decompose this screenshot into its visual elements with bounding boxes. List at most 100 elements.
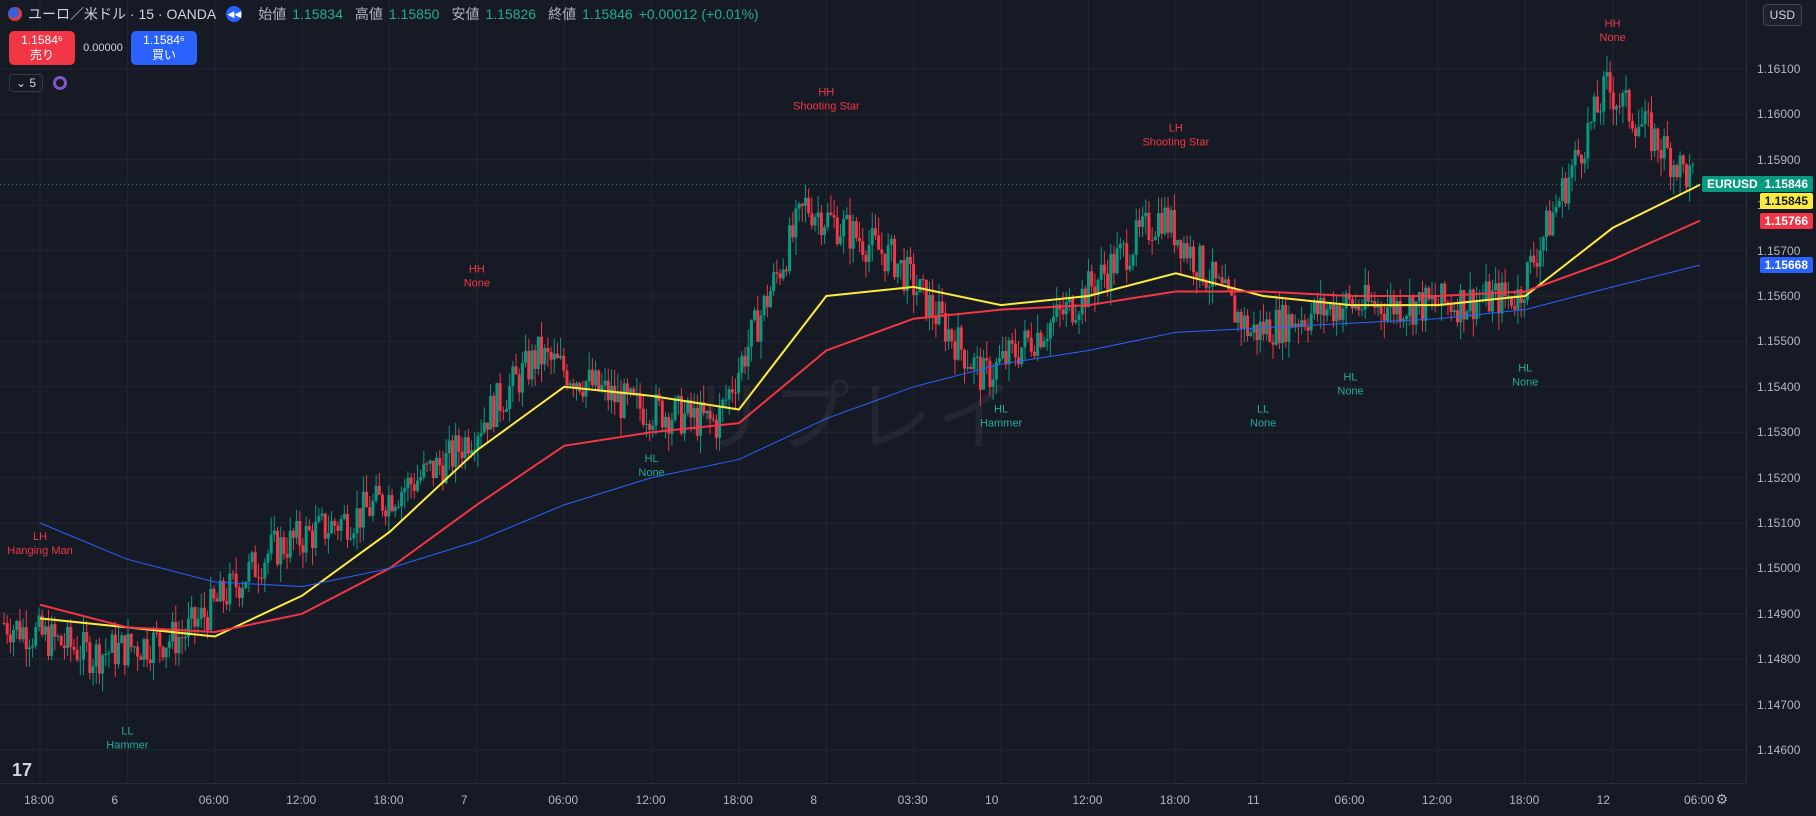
time-tick-label: 06:00 [1684, 793, 1715, 807]
candle-up [1163, 207, 1167, 234]
candle-up [422, 463, 426, 478]
candle-down [1137, 220, 1141, 227]
candle-up [838, 236, 842, 244]
candle-down [1649, 112, 1653, 152]
indicator-status-icon[interactable] [53, 76, 68, 90]
candle-up [177, 637, 181, 654]
candle-up [317, 515, 321, 522]
candle-up [886, 244, 890, 272]
candle-up [947, 329, 951, 342]
candle-down [743, 355, 747, 367]
candle-down [921, 279, 925, 281]
candle-up [705, 410, 709, 414]
candle-down [791, 225, 795, 238]
candle-down [1083, 288, 1087, 308]
candle-down [533, 350, 537, 369]
candle-up [1586, 123, 1590, 159]
candle-up [1335, 305, 1339, 322]
candle-up [670, 419, 674, 434]
candle-down [1382, 313, 1386, 321]
swing-label-type: LH [33, 531, 47, 543]
eur-usd-flag-icon [8, 7, 22, 21]
time-axis[interactable]: ⚙ 18:00 6 06:00 12:00 18:00 7 06:00 12:00 18:00 8… [0, 783, 1746, 816]
candle-down [193, 607, 197, 627]
sell-button[interactable]: 1.1584⁶ 売り [9, 31, 75, 65]
time-tick-label: 11 [1247, 793, 1260, 807]
candle-up [1363, 284, 1367, 310]
candle-up [1341, 308, 1345, 320]
sell-price: 1.1584⁶ [21, 33, 63, 47]
candle-up [387, 495, 391, 517]
gear-icon[interactable]: ⚙ [1715, 791, 1728, 807]
candle-up [603, 380, 607, 386]
candle-down [1665, 136, 1669, 149]
candle-up [12, 629, 16, 643]
candle-up [101, 655, 105, 674]
candle-down [466, 437, 470, 454]
candle-up [1614, 106, 1618, 110]
candle-down [778, 273, 782, 279]
candle-up [1637, 126, 1641, 137]
candle-up [190, 607, 194, 619]
time-tick-label: 12:00 [1072, 793, 1103, 807]
chart-canvas[interactable]: LH Hanging Man LL Hammer HH None HL None HH Shoot… [0, 0, 1746, 783]
price-axis[interactable]: 1.161001.160001.159001.158001.157001.156… [1746, 0, 1816, 783]
candle-up [1691, 164, 1695, 166]
candle-down [97, 644, 101, 674]
indicator-collapse-button[interactable]: ⌄ 5 [9, 74, 44, 92]
high-value: 1.15850 [388, 6, 440, 22]
candle-up [1077, 314, 1081, 321]
ma-red-tag: 1.15766 [1759, 212, 1813, 229]
candle-down [161, 646, 165, 658]
candle-down [1172, 209, 1176, 246]
candle-down [858, 238, 862, 242]
candle-down [1487, 281, 1491, 312]
chevron-down-icon: ⌄ [16, 76, 27, 90]
candle-up [1312, 300, 1316, 314]
candle-up [339, 518, 343, 531]
candle-up [1281, 305, 1285, 344]
candle-down [734, 392, 738, 394]
candle-up [489, 395, 493, 430]
currency-button[interactable]: USD [1762, 4, 1802, 26]
candle-down [1166, 207, 1170, 233]
buy-button[interactable]: 1.1584⁶ 買い [131, 31, 197, 65]
candle-up [1494, 283, 1498, 291]
candle-up [1223, 279, 1227, 284]
price-chart[interactable]: LH Hanging Man LL Hammer HH None HL None HH Shoot… [0, 0, 1746, 783]
candle-down [1532, 255, 1536, 263]
candle-down [883, 253, 887, 272]
candle-down [864, 254, 868, 262]
candle-down [708, 410, 712, 419]
price-tick-label: 1.15100 [1757, 516, 1801, 530]
swing-label-type: HH [1605, 18, 1621, 30]
candle-down [307, 526, 311, 531]
candle-down [298, 520, 302, 546]
candle-up [1541, 237, 1545, 251]
replay-rewind-icon[interactable]: ◀◀ [226, 6, 243, 22]
candle-down [8, 634, 12, 643]
time-tick-label: 6 [111, 793, 119, 807]
candle-down [1420, 292, 1424, 321]
candle-down [1201, 245, 1205, 282]
candle-up [1096, 279, 1100, 295]
candle-up [724, 399, 728, 401]
candle-down [539, 336, 543, 365]
candle-down [959, 327, 963, 350]
tradingview-logo[interactable]: 17 [12, 760, 33, 780]
candle-up [295, 520, 299, 538]
open-label: 始値 [258, 6, 287, 22]
candle-up [1287, 314, 1291, 342]
candle-up [1560, 178, 1564, 201]
swing-label-pattern: Hanging Man [7, 545, 72, 557]
candle-up [609, 385, 613, 401]
candle-up [1583, 158, 1587, 164]
candle-down [311, 530, 315, 549]
candle-up [788, 225, 792, 272]
candle-up [250, 552, 254, 562]
candle-up [651, 425, 655, 430]
candle-up [1157, 213, 1161, 237]
symbol-title[interactable]: ユーロ／米ドル · 15 · OANDA [28, 6, 217, 22]
candle-up [1360, 309, 1364, 311]
candle-up [899, 260, 903, 264]
